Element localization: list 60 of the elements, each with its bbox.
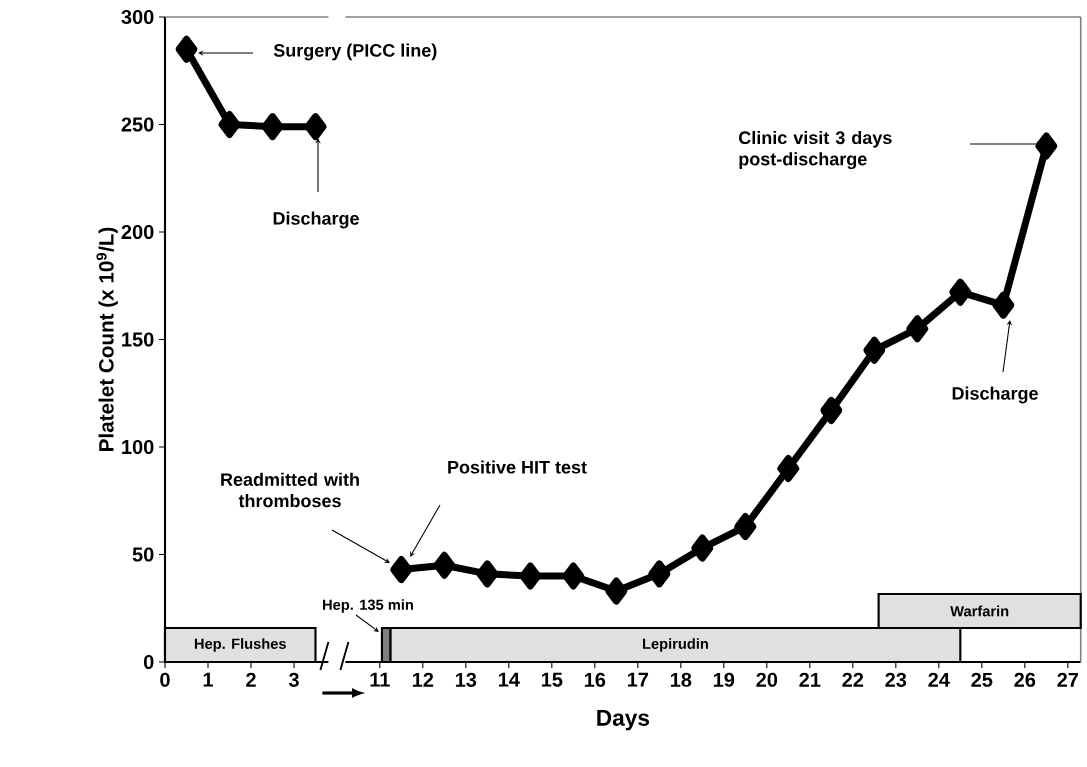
- x-tick-label: 19: [713, 672, 735, 687]
- annotation: Discharge: [273, 211, 359, 229]
- point: [261, 113, 284, 141]
- point: [562, 562, 585, 590]
- annotation: Clinic visit 3 days post-discharge: [739, 130, 892, 170]
- x-tick-label: 17: [627, 672, 649, 687]
- y-tick-label: 250: [121, 117, 154, 132]
- x-tick-label: 3: [288, 672, 299, 687]
- y-tick-label: 300: [121, 9, 154, 25]
- point: [691, 534, 714, 562]
- x-tick-label: 14: [498, 672, 520, 687]
- point: [390, 556, 413, 584]
- x-tick-label: 2: [246, 672, 256, 687]
- x-tick-label: 25: [971, 672, 993, 687]
- annotation: Readmitted with thromboses: [221, 472, 359, 508]
- y-tick-label: 50: [132, 547, 154, 562]
- x-tick-label: 16: [584, 672, 606, 687]
- band-label: Hep. 135 min: [323, 599, 413, 613]
- x-tick-label: 0: [160, 672, 170, 687]
- point: [476, 560, 499, 588]
- x-tick-label: 15: [541, 672, 563, 687]
- x-axis-title: Days: [597, 710, 649, 731]
- point: [1035, 132, 1058, 160]
- point: [906, 315, 929, 343]
- x-tick-label: 26: [1014, 672, 1036, 687]
- x-tick-label: 22: [842, 672, 864, 687]
- point: [519, 562, 542, 590]
- band-label: Warfarin: [950, 605, 1009, 617]
- x-tick-label: 12: [412, 672, 434, 687]
- point: [605, 577, 628, 605]
- annotation: Positive HIT test: [448, 460, 587, 474]
- band-label: Hep. Flushes: [194, 638, 286, 652]
- point: [304, 113, 327, 141]
- x-tick-label: 27: [1057, 672, 1079, 687]
- y-tick-label: 150: [122, 332, 154, 347]
- annotation: Discharge: [952, 386, 1038, 404]
- point: [648, 560, 671, 588]
- point: [992, 291, 1015, 319]
- point: [777, 454, 800, 482]
- x-tick-label: 11: [370, 672, 390, 687]
- annotation: Surgery (PICC line): [273, 43, 437, 61]
- point: [820, 396, 843, 424]
- y-axis-title: Platelet Count (x 10$^{9}$/L): [96, 227, 118, 451]
- y-tick-label: 100: [122, 439, 154, 455]
- x-tick-label: 18: [670, 672, 692, 687]
- point: [433, 551, 456, 579]
- point: [863, 336, 886, 364]
- x-tick-label: 1: [203, 672, 213, 687]
- x-tick-label: 24: [928, 672, 950, 687]
- point: [218, 111, 241, 138]
- x-tick-label: 21: [799, 672, 821, 687]
- x-tick-label: 13: [455, 672, 477, 687]
- point: [949, 278, 972, 306]
- y-tick-label: 0: [143, 654, 154, 670]
- x-tick-label: 23: [885, 672, 907, 687]
- x-tick-label: 20: [756, 672, 778, 687]
- point: [175, 35, 198, 63]
- y-tick-label: 200: [121, 224, 154, 240]
- point: [734, 513, 757, 541]
- band-label: Lepirudin: [643, 638, 708, 652]
